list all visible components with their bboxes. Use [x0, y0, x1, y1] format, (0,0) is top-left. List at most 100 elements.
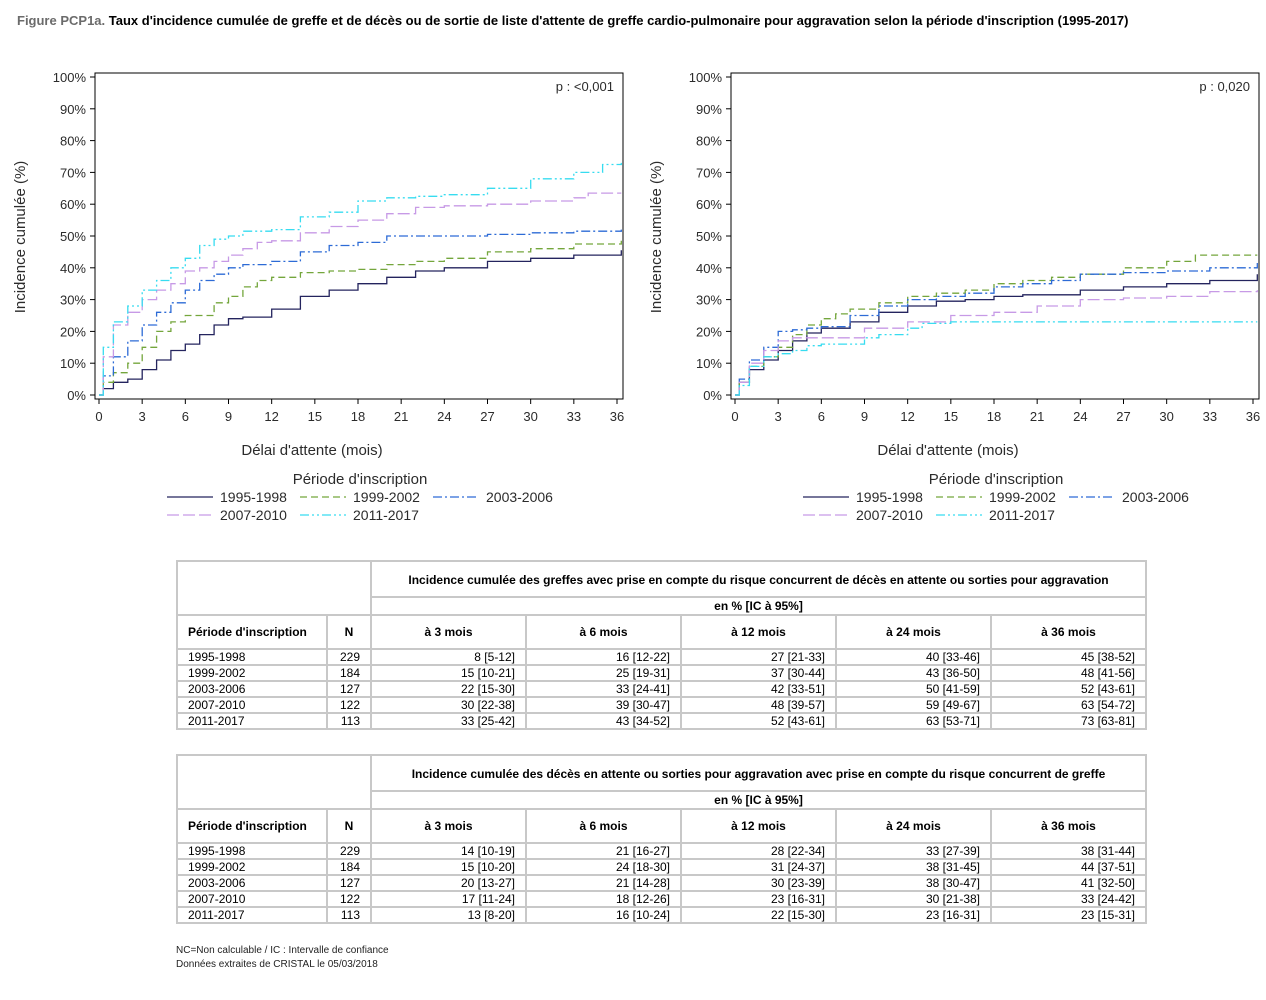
x-tick-label: 12 — [900, 409, 914, 424]
x-tick-label: 6 — [182, 409, 189, 424]
series-line-2011-2017 — [735, 321, 1258, 396]
y-tick-label: 10% — [696, 356, 722, 371]
cell-value: 30 [23-39] — [680, 874, 837, 892]
y-tick-label: 50% — [60, 229, 86, 244]
cell-value: 30 [21-38] — [835, 890, 992, 908]
x-tick-label: 6 — [818, 409, 825, 424]
col-header-time: à 12 mois — [680, 808, 837, 844]
cell-n: 122 — [326, 890, 372, 908]
cell-value: 48 [39-57] — [680, 696, 837, 714]
cell-n: 184 — [326, 858, 372, 876]
figure-title-text: Taux d'incidence cumulée de greffe et de… — [108, 13, 1129, 28]
table-greffes: Incidence cumulée des greffes avec prise… — [176, 560, 1147, 730]
y-tick-label: 60% — [696, 197, 722, 212]
cell-value: 28 [22-34] — [680, 842, 837, 860]
y-tick-label: 50% — [696, 229, 722, 244]
cell-value: 52 [43-61] — [680, 712, 837, 730]
cell-value: 15 [10-20] — [370, 858, 527, 876]
table-row: 2003-2006 127 20 [13-27] 21 [14-28] 30 [23-3… — [176, 874, 1147, 892]
legend-label-2011-2017: 2011-2017 — [353, 507, 419, 523]
cell-n: 113 — [326, 712, 372, 730]
y-tick-label: 20% — [60, 324, 86, 339]
cell-value: 33 [25-42] — [370, 712, 527, 730]
series-line-1999-2002 — [99, 240, 622, 396]
cell-value: 43 [36-50] — [835, 664, 992, 682]
cell-value: 63 [54-72] — [990, 696, 1147, 714]
col-header-time: à 24 mois — [835, 808, 992, 844]
y-tick-label: 70% — [696, 165, 722, 180]
cell-n: 127 — [326, 874, 372, 892]
x-axis-label: Délai d'attente (mois) — [877, 442, 1018, 459]
cell-value: 38 [31-45] — [835, 858, 992, 876]
cell-value: 73 [63-81] — [990, 712, 1147, 730]
cell-value: 21 [16-27] — [525, 842, 682, 860]
cell-period: 2011-2017 — [176, 712, 328, 730]
table-row: 1995-1998 229 8 [5-12] 16 [12-22] 27 [21-33]… — [176, 648, 1147, 666]
series-line-2007-2010 — [735, 290, 1258, 396]
x-tick-label: 18 — [987, 409, 1001, 424]
footnotes: NC=Non calculable / IC : Intervalle de c… — [176, 944, 389, 972]
cell-period: 2007-2010 — [176, 696, 328, 714]
y-tick-label: 20% — [696, 324, 722, 339]
cell-value: 24 [18-30] — [525, 858, 682, 876]
col-header-period: Période d'inscription — [176, 614, 328, 650]
cell-period: 2007-2010 — [176, 890, 328, 908]
cell-n: 184 — [326, 664, 372, 682]
y-axis-label: Incidence cumulée (%) — [12, 161, 29, 314]
cell-value: 23 [16-31] — [680, 890, 837, 908]
y-tick-label: 30% — [696, 293, 722, 308]
x-tick-label: 27 — [1116, 409, 1130, 424]
series-line-1995-1998 — [735, 274, 1258, 396]
col-header-time: à 3 mois — [370, 808, 527, 844]
x-tick-label: 36 — [610, 409, 624, 424]
cell-value: 25 [19-31] — [525, 664, 682, 682]
series-line-2003-2006 — [99, 229, 622, 396]
cell-value: 17 [11-24] — [370, 890, 527, 908]
x-tick-label: 0 — [95, 409, 102, 424]
p-value-annotation: p : 0,020 — [1199, 79, 1250, 94]
cell-value: 44 [37-51] — [990, 858, 1147, 876]
cell-value: 21 [14-28] — [525, 874, 682, 892]
cell-value: 14 [10-19] — [370, 842, 527, 860]
cell-value: 18 [12-26] — [525, 890, 682, 908]
y-tick-label: 90% — [60, 102, 86, 117]
cell-value: 8 [5-12] — [370, 648, 527, 666]
cell-value: 41 [32-50] — [990, 874, 1147, 892]
footnote-abbreviations: NC=Non calculable / IC : Intervalle de c… — [176, 945, 389, 956]
legend-label-1999-2002: 1999-2002 — [989, 489, 1056, 505]
legend-label-2003-2006: 2003-2006 — [486, 489, 553, 505]
cell-value: 23 [16-31] — [835, 906, 992, 924]
y-tick-label: 80% — [696, 134, 722, 149]
cell-value: 48 [41-56] — [990, 664, 1147, 682]
cell-value: 38 [30-47] — [835, 874, 992, 892]
x-tick-label: 21 — [1030, 409, 1044, 424]
cell-value: 31 [24-37] — [680, 858, 837, 876]
cell-value: 20 [13-27] — [370, 874, 527, 892]
cell-value: 50 [41-59] — [835, 680, 992, 698]
x-tick-label: 3 — [139, 409, 146, 424]
legend-label-2011-2017: 2011-2017 — [989, 507, 1055, 523]
col-header-n: N — [326, 808, 372, 844]
y-tick-label: 100% — [689, 70, 723, 85]
col-header-time: à 12 mois — [680, 614, 837, 650]
x-tick-label: 3 — [775, 409, 782, 424]
legend-title: Période d'inscription — [929, 471, 1064, 488]
table-row: 1999-2002 184 15 [10-21] 25 [19-31] 37 [30-4… — [176, 664, 1147, 682]
x-tick-label: 36 — [1246, 409, 1260, 424]
x-tick-label: 24 — [437, 409, 451, 424]
table-row: 1999-2002 184 15 [10-20] 24 [18-30] 31 [24-3… — [176, 858, 1147, 876]
cell-period: 1999-2002 — [176, 664, 328, 682]
cell-period: 1995-1998 — [176, 648, 328, 666]
table-row: 2003-2006 127 22 [15-30] 33 [24-41] 42 [33-5… — [176, 680, 1147, 698]
cell-value: 42 [33-51] — [680, 680, 837, 698]
col-header-time: à 24 mois — [835, 614, 992, 650]
y-tick-label: 80% — [60, 134, 86, 149]
cell-n: 127 — [326, 680, 372, 698]
figure-title: Figure PCP1a. Taux d'incidence cumulée d… — [17, 13, 1128, 28]
header-corner — [176, 754, 372, 810]
col-header-time: à 6 mois — [525, 614, 682, 650]
cell-value: 40 [33-46] — [835, 648, 992, 666]
legend-label-2007-2010: 2007-2010 — [220, 507, 287, 523]
cell-value: 38 [31-44] — [990, 842, 1147, 860]
y-tick-label: 0% — [703, 388, 722, 403]
